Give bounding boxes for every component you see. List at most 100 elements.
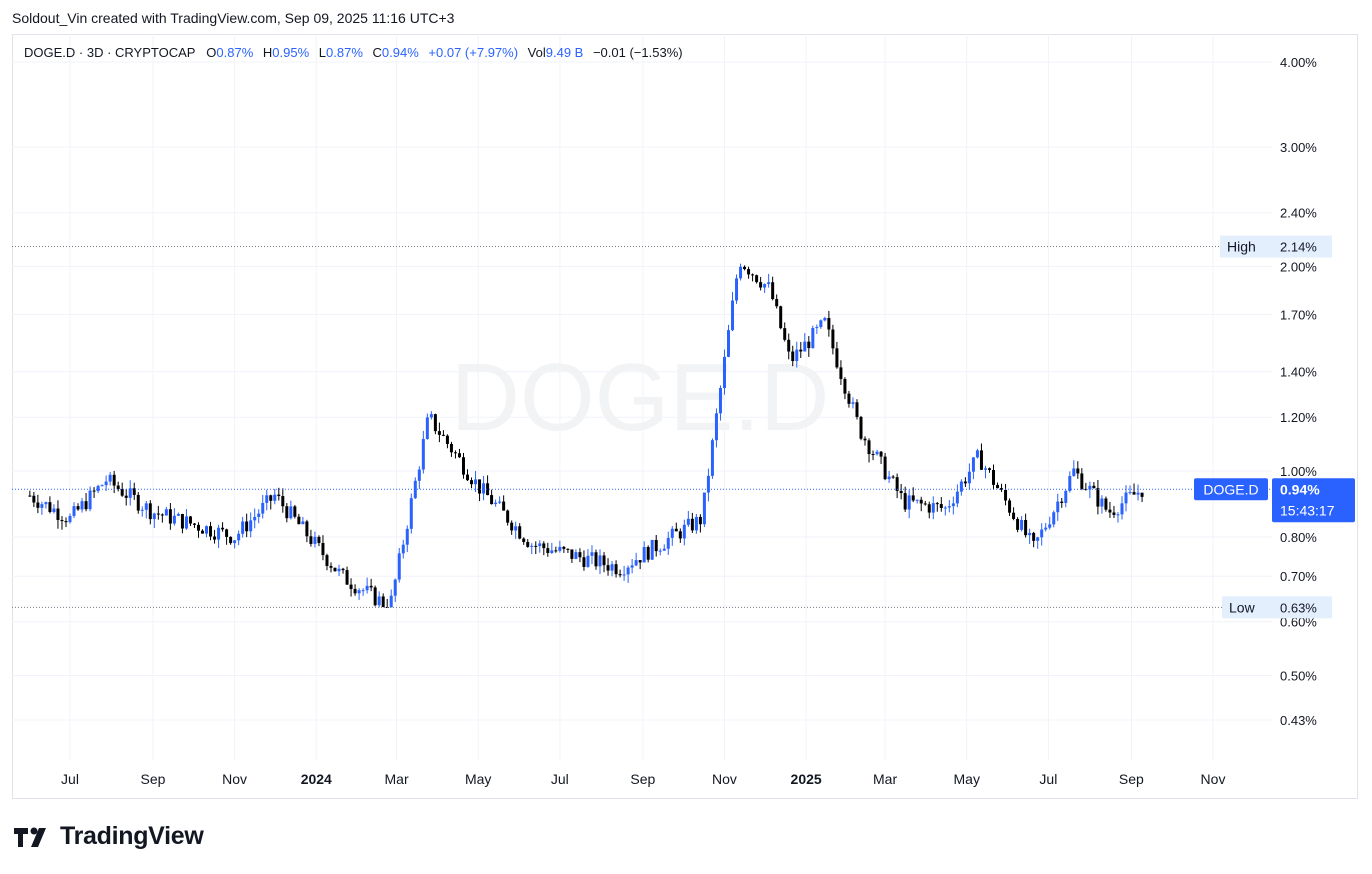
last-price-badge: [1272, 478, 1355, 523]
candle-body: [718, 387, 722, 414]
candle-body: [108, 474, 112, 482]
candle-body: [859, 416, 863, 439]
x-tick-label: 2024: [301, 771, 332, 787]
legend-open-value: 0.87%: [216, 45, 254, 60]
candle-body: [743, 266, 747, 270]
candle-body: [349, 584, 353, 589]
candle-body: [923, 503, 927, 505]
candle-body: [361, 590, 365, 592]
low-badge-value: 0.63%: [1280, 600, 1317, 615]
candle-body: [963, 481, 967, 484]
legend-vol-label: Vol: [527, 45, 546, 60]
candle-body: [441, 434, 445, 436]
candle-body: [309, 536, 313, 544]
candle-body: [1100, 498, 1104, 507]
candle-body: [293, 506, 297, 517]
candle-body: [285, 506, 289, 519]
candle-body: [843, 378, 847, 394]
x-tick-label: Nov: [712, 771, 737, 787]
y-tick-label: 1.20%: [1280, 410, 1317, 425]
candle-body: [983, 468, 987, 470]
x-tick-label: Jul: [61, 771, 79, 787]
candle-body: [305, 521, 309, 537]
candle-body: [666, 537, 670, 549]
candle-body: [457, 453, 461, 458]
y-tick-label: 1.40%: [1280, 365, 1317, 380]
candle-body: [1116, 514, 1120, 516]
candle-body: [88, 490, 92, 510]
candle-body: [839, 367, 843, 379]
candle-body: [654, 539, 658, 552]
tradingview-logo[interactable]: TradingView: [14, 822, 204, 851]
chart-caption: Soldout_Vin created with TradingView.com…: [12, 10, 455, 26]
x-tick-label: May: [954, 771, 980, 787]
candle-body: [855, 402, 859, 417]
candle-body: [598, 555, 602, 567]
candle-body: [321, 543, 325, 556]
legend-low-label: L: [318, 45, 327, 60]
x-tick-label: May: [465, 771, 491, 787]
candle-body: [397, 553, 401, 580]
candle-body: [357, 590, 361, 594]
candle-body: [690, 518, 694, 531]
candle-body: [474, 479, 478, 485]
brand-name: TradingView: [60, 822, 204, 850]
candle-body: [301, 521, 305, 525]
candle-body: [674, 528, 678, 532]
candle-body: [526, 541, 530, 547]
candle-body: [755, 275, 759, 283]
candle-body: [530, 545, 534, 547]
candle-body: [931, 503, 935, 513]
high-badge-value: 2.14%: [1280, 240, 1317, 255]
x-tick-label: Mar: [873, 771, 897, 787]
candle-body: [124, 495, 128, 498]
candle-body: [1084, 488, 1088, 490]
candle-body: [60, 520, 64, 522]
candle-body: [686, 518, 690, 525]
candle-body: [927, 504, 931, 513]
candle-body: [1080, 473, 1084, 489]
candle-body: [538, 543, 542, 547]
y-tick-label: 0.43%: [1280, 713, 1317, 728]
candle-body: [1060, 501, 1064, 503]
candle-body: [329, 565, 333, 568]
candle-body: [401, 544, 405, 554]
legend-high-label: H: [262, 45, 273, 60]
candle-body: [1024, 519, 1028, 536]
candle-body: [506, 510, 510, 523]
candle-body: [1008, 500, 1012, 513]
candle-body: [979, 450, 983, 470]
candle-body: [345, 570, 349, 585]
y-tick-label: 1.70%: [1280, 307, 1317, 322]
candle-body: [586, 555, 590, 567]
last-price-value: 0.94%: [1280, 481, 1320, 497]
x-tick-label: Jul: [551, 771, 569, 787]
legend-close-label: C: [372, 45, 382, 60]
candle-body: [1064, 490, 1068, 503]
low-badge: [1222, 596, 1332, 619]
candle-body: [116, 485, 120, 490]
candle-body: [670, 528, 674, 538]
candle-body: [112, 474, 116, 486]
candle-body: [213, 536, 217, 540]
legend-close-value: 0.94%: [381, 45, 419, 60]
candle-body: [747, 269, 751, 275]
candle-body: [64, 521, 68, 523]
candle-body: [437, 431, 441, 435]
candle-body: [132, 488, 136, 495]
candle-body: [698, 516, 702, 525]
candle-body: [1016, 518, 1020, 530]
candle-body: [72, 506, 76, 516]
candle-body: [365, 585, 369, 591]
candle-body: [767, 282, 771, 285]
candle-body: [494, 502, 498, 505]
candle-body: [783, 328, 787, 340]
legend-vol-change: −0.01 (−1.53%): [592, 45, 683, 60]
candle-body: [522, 538, 526, 542]
candle-body: [281, 496, 285, 507]
candle-body: [1104, 498, 1108, 510]
candle-body: [883, 456, 887, 480]
candle-body: [482, 483, 486, 494]
candle-body: [751, 274, 755, 276]
